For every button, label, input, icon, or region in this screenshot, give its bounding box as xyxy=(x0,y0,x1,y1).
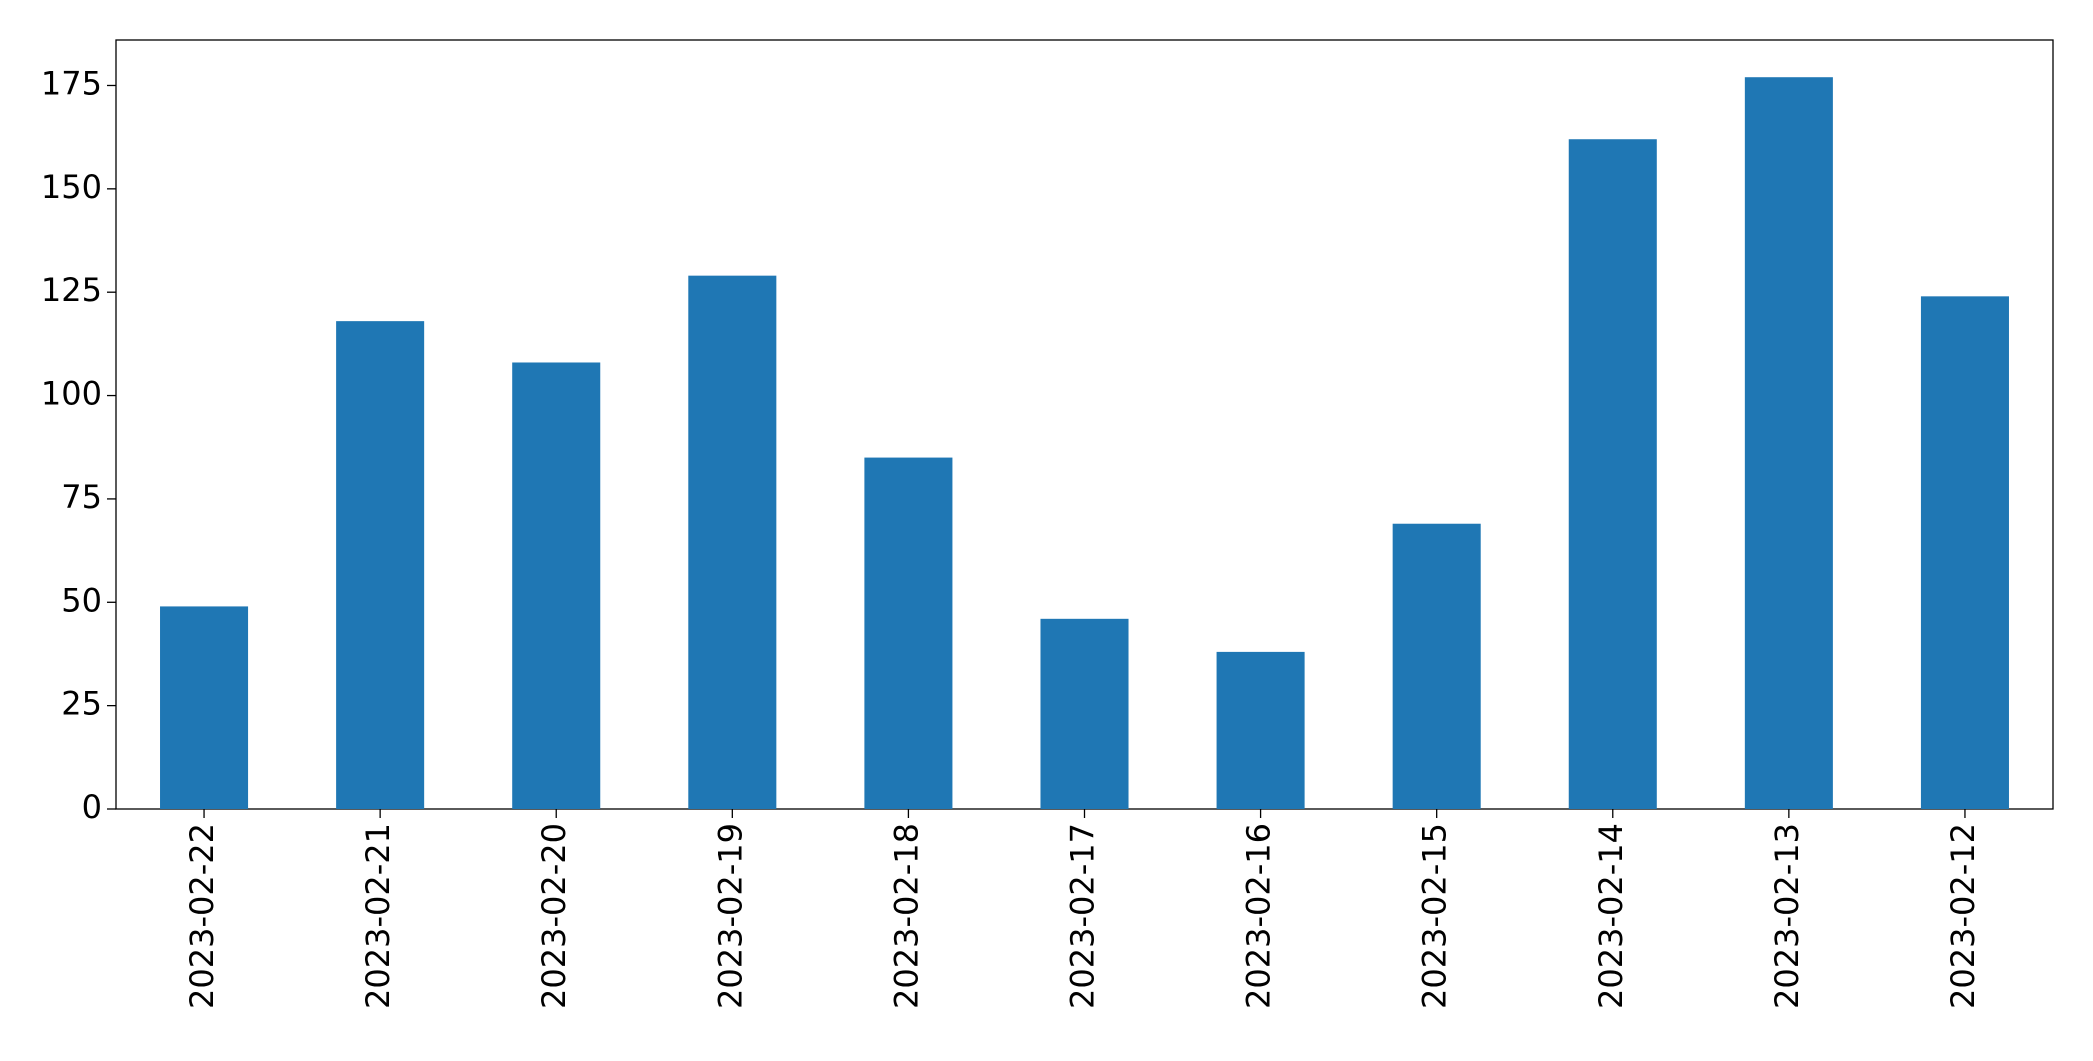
bar xyxy=(864,457,953,809)
x-tick-label: 2023-02-18 xyxy=(887,823,925,1009)
bar xyxy=(688,275,777,810)
bar xyxy=(512,362,601,809)
bar xyxy=(1920,296,2009,809)
y-tick-label: 50 xyxy=(61,581,102,619)
x-tick-label: 2023-02-14 xyxy=(1592,823,1630,1009)
x-tick-label: 2023-02-19 xyxy=(711,823,749,1009)
x-tick-label: 2023-02-22 xyxy=(183,823,221,1009)
y-tick-label: 75 xyxy=(61,478,102,516)
x-tick-label: 2023-02-12 xyxy=(1944,823,1982,1009)
y-tick-label: 175 xyxy=(41,64,102,102)
y-tick-label: 125 xyxy=(41,271,102,309)
y-tick-label: 25 xyxy=(61,685,102,723)
bar xyxy=(336,321,425,809)
y-tick-label: 100 xyxy=(41,375,102,413)
y-tick-label: 150 xyxy=(41,168,102,206)
x-tick-label: 2023-02-17 xyxy=(1064,823,1102,1009)
bar xyxy=(1216,651,1305,809)
bar xyxy=(1040,618,1129,809)
x-tick-label: 2023-02-20 xyxy=(535,823,573,1009)
x-tick-label: 2023-02-16 xyxy=(1240,823,1278,1009)
y-tick-label: 0 xyxy=(82,788,102,826)
bar xyxy=(1744,77,1833,810)
x-tick-label: 2023-02-13 xyxy=(1768,823,1806,1009)
bar xyxy=(160,606,249,809)
bar xyxy=(1392,523,1481,809)
x-tick-label: 2023-02-21 xyxy=(359,823,397,1009)
bar xyxy=(1568,139,1657,809)
x-tick-label: 2023-02-15 xyxy=(1416,823,1454,1009)
